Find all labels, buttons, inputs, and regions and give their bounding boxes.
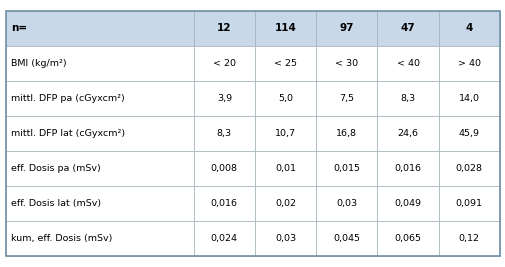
Text: 3,9: 3,9 <box>216 94 231 103</box>
Bar <box>6 116 193 151</box>
Bar <box>255 81 316 116</box>
Text: mittl. DFP lat (cGyxcm²): mittl. DFP lat (cGyxcm²) <box>11 129 125 138</box>
Text: > 40: > 40 <box>457 59 480 68</box>
Text: < 40: < 40 <box>396 59 419 68</box>
Text: BMI (kg/m²): BMI (kg/m²) <box>11 59 67 68</box>
Text: 0,024: 0,024 <box>211 234 237 243</box>
Bar <box>193 151 255 186</box>
Text: < 25: < 25 <box>274 59 296 68</box>
Text: 0,016: 0,016 <box>394 164 421 173</box>
Bar <box>6 46 193 81</box>
Bar <box>316 11 377 46</box>
Text: 0,065: 0,065 <box>394 234 421 243</box>
Text: 7,5: 7,5 <box>339 94 354 103</box>
Text: 0,02: 0,02 <box>275 199 295 208</box>
Text: eff. Dosis lat (mSv): eff. Dosis lat (mSv) <box>11 199 101 208</box>
Bar <box>255 46 316 81</box>
Bar <box>255 221 316 256</box>
Bar <box>377 46 438 81</box>
Text: 0,01: 0,01 <box>275 164 295 173</box>
Text: 8,3: 8,3 <box>400 94 415 103</box>
Text: 114: 114 <box>274 23 296 33</box>
Text: 4: 4 <box>465 23 472 33</box>
Bar <box>193 221 255 256</box>
Bar <box>438 11 499 46</box>
Bar <box>193 81 255 116</box>
Bar <box>438 46 499 81</box>
Bar <box>193 11 255 46</box>
Bar <box>438 221 499 256</box>
Bar <box>6 186 193 221</box>
Bar <box>316 81 377 116</box>
Bar <box>6 11 193 46</box>
Bar <box>255 151 316 186</box>
Text: 12: 12 <box>217 23 231 33</box>
Text: 14,0: 14,0 <box>458 94 479 103</box>
Bar <box>316 186 377 221</box>
Bar <box>377 81 438 116</box>
Text: kum, eff. Dosis (mSv): kum, eff. Dosis (mSv) <box>11 234 112 243</box>
Text: 0,091: 0,091 <box>455 199 482 208</box>
Bar <box>6 221 193 256</box>
Bar <box>377 11 438 46</box>
Text: < 30: < 30 <box>335 59 358 68</box>
Text: 0,049: 0,049 <box>394 199 421 208</box>
Text: 10,7: 10,7 <box>275 129 295 138</box>
Bar <box>377 186 438 221</box>
Bar <box>193 186 255 221</box>
Text: mittl. DFP pa (cGyxcm²): mittl. DFP pa (cGyxcm²) <box>11 94 125 103</box>
Text: eff. Dosis pa (mSv): eff. Dosis pa (mSv) <box>11 164 100 173</box>
Bar <box>438 116 499 151</box>
Bar <box>255 11 316 46</box>
Text: 97: 97 <box>339 23 354 33</box>
Bar <box>377 116 438 151</box>
Text: 0,016: 0,016 <box>211 199 237 208</box>
Bar <box>316 116 377 151</box>
Text: < 20: < 20 <box>213 59 235 68</box>
Text: 0,008: 0,008 <box>211 164 237 173</box>
Text: 5,0: 5,0 <box>278 94 292 103</box>
Bar <box>255 116 316 151</box>
Bar <box>255 186 316 221</box>
Text: 16,8: 16,8 <box>336 129 357 138</box>
Bar <box>6 81 193 116</box>
Text: 0,03: 0,03 <box>336 199 357 208</box>
Text: 0,015: 0,015 <box>333 164 360 173</box>
Bar <box>438 81 499 116</box>
Bar <box>6 151 193 186</box>
Bar <box>377 221 438 256</box>
Bar <box>316 221 377 256</box>
Bar <box>438 186 499 221</box>
Text: n=: n= <box>11 23 27 33</box>
Bar <box>316 151 377 186</box>
Text: 0,045: 0,045 <box>333 234 360 243</box>
Text: 0,12: 0,12 <box>458 234 479 243</box>
Bar <box>438 151 499 186</box>
Bar <box>193 46 255 81</box>
Text: 0,028: 0,028 <box>455 164 482 173</box>
Bar <box>193 116 255 151</box>
Bar <box>377 151 438 186</box>
Text: 8,3: 8,3 <box>216 129 231 138</box>
Text: 47: 47 <box>400 23 415 33</box>
Text: 0,03: 0,03 <box>275 234 295 243</box>
Text: 45,9: 45,9 <box>458 129 479 138</box>
Text: 24,6: 24,6 <box>397 129 418 138</box>
Bar <box>316 46 377 81</box>
